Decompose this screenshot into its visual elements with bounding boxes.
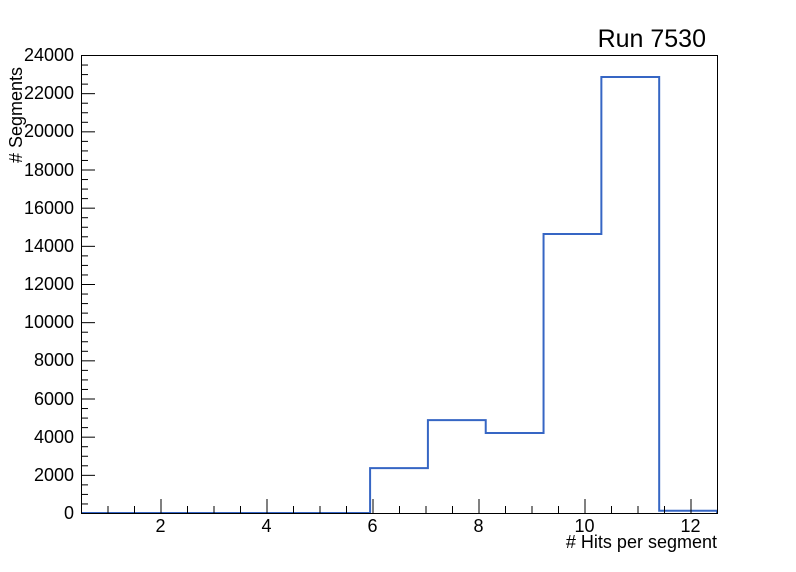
- y-tick-label: 20000: [23, 121, 74, 142]
- y-tick-label: 22000: [23, 83, 74, 104]
- y-tick-label: 16000: [23, 197, 74, 218]
- y-tick-label: 14000: [23, 235, 74, 256]
- plot-frame: [81, 55, 718, 514]
- y-tick-label: 2000: [33, 464, 74, 485]
- y-tick-label: 10000: [23, 312, 74, 333]
- y-tick-label: 18000: [23, 159, 74, 180]
- x-tick-label: 4: [261, 516, 272, 536]
- y-tick-label: 12000: [23, 274, 74, 294]
- y-tick-label: 0: [63, 503, 74, 523]
- x-tick-label: 2: [155, 516, 166, 536]
- histogram-line: [81, 75, 718, 514]
- x-tick-label: 12: [680, 516, 701, 536]
- y-tick-label: 8000: [33, 350, 74, 371]
- x-axis-title: # Hits per segment: [565, 532, 717, 552]
- y-axis-title: # Segments: [6, 66, 26, 163]
- chart-title: Run 7530: [597, 25, 706, 53]
- y-tick-label: 24000: [23, 45, 74, 65]
- x-tick-label: 8: [473, 516, 484, 536]
- x-tick-label: 10: [574, 516, 595, 536]
- x-tick-label: 6: [367, 516, 378, 536]
- y-tick-label: 4000: [33, 426, 74, 447]
- y-tick-label: 6000: [33, 388, 74, 409]
